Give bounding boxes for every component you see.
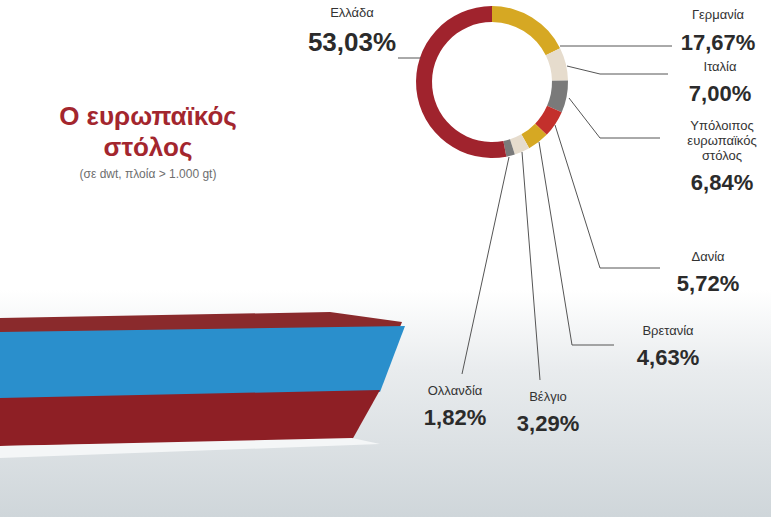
svg-text:53,03%: 53,03% xyxy=(308,27,396,57)
svg-text:Υπόλοιπος: Υπόλοιπος xyxy=(690,118,753,133)
svg-text:(σε dwt, πλοία > 1.000 gt): (σε dwt, πλοία > 1.000 gt) xyxy=(80,167,217,181)
svg-text:6,84%: 6,84% xyxy=(691,170,753,195)
svg-text:ευρωπαϊκός: ευρωπαϊκός xyxy=(687,133,756,148)
svg-text:17,67%: 17,67% xyxy=(681,30,756,55)
svg-text:3,29%: 3,29% xyxy=(517,411,579,436)
svg-text:Βέλγιο: Βέλγιο xyxy=(529,389,567,404)
svg-text:Ο ευρωπαϊκός: Ο ευρωπαϊκός xyxy=(59,101,237,131)
svg-text:Ολλανδία: Ολλανδία xyxy=(428,383,483,398)
svg-text:Δανία: Δανία xyxy=(691,249,725,264)
svg-text:Ελλάδα: Ελλάδα xyxy=(330,5,374,20)
svg-text:στόλος: στόλος xyxy=(104,132,193,162)
svg-text:Ιταλία: Ιταλία xyxy=(704,59,737,74)
svg-text:Βρετανία: Βρετανία xyxy=(642,323,694,338)
svg-text:7,00%: 7,00% xyxy=(689,81,751,106)
svg-text:5,72%: 5,72% xyxy=(677,271,739,296)
svg-text:4,63%: 4,63% xyxy=(637,345,699,370)
svg-text:1,82%: 1,82% xyxy=(424,405,486,430)
svg-text:στόλος: στόλος xyxy=(702,148,742,163)
svg-text:Γερμανία: Γερμανία xyxy=(692,7,745,22)
